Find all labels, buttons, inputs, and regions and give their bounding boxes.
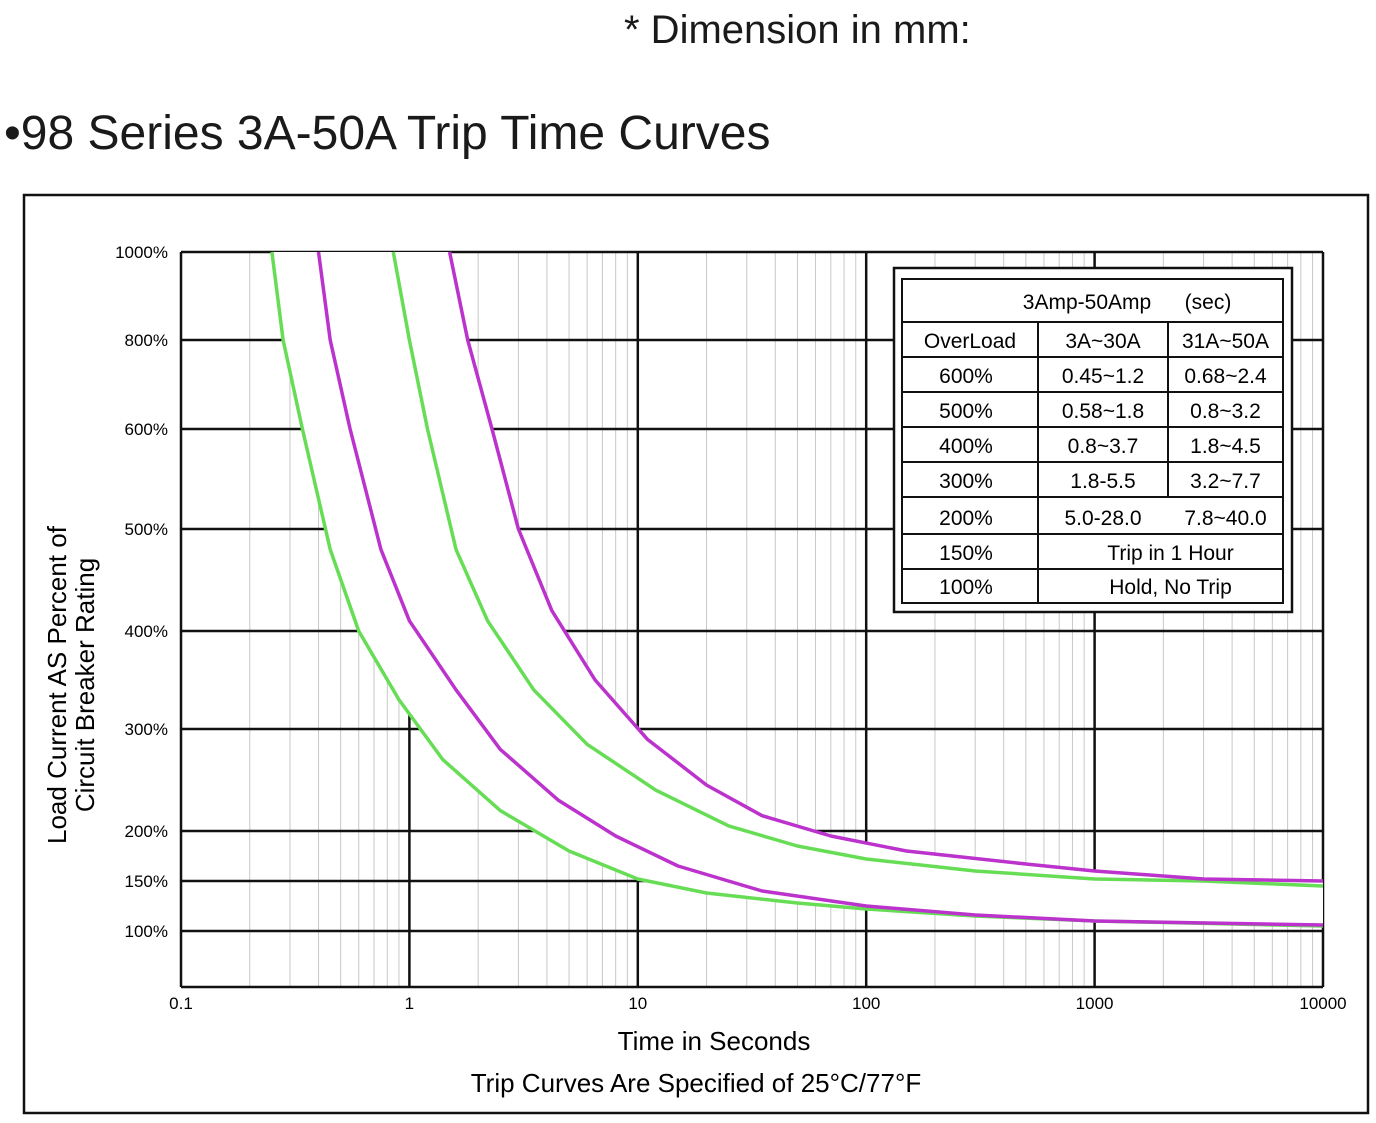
x-tick-label: 10000 (1299, 994, 1346, 1013)
table-border (901, 278, 1284, 604)
curve-4 (447, 251, 1324, 883)
axis-labels: Time in Seconds Trip Curves Are Specifie… (42, 525, 921, 1098)
page-title: •98 Series 3A-50A Trip Time Curves (4, 107, 771, 160)
x-tick-label: 0.1 (169, 994, 193, 1013)
table-cell-load: 600% (939, 365, 993, 388)
table-column-header: 3A~30A (1065, 330, 1140, 353)
curve-2 (316, 251, 1324, 927)
trip-band-fill (271, 252, 1323, 926)
x-tick-label: 1 (405, 994, 414, 1013)
table-cell-3a-30a: 5.0-28.0 (1064, 507, 1141, 530)
y-tick-label: 800% (125, 331, 168, 350)
table-cell-3a-30a: 0.45~1.2 (1062, 365, 1144, 388)
y-tick-label: 400% (125, 622, 168, 641)
table-cell-31a-50a: 0.8~3.2 (1190, 400, 1261, 423)
table-cell-load: 400% (939, 435, 993, 458)
x-tick-label: 1000 (1076, 994, 1114, 1013)
x-axis-sublabel: Trip Curves Are Specified of 25°C/77°F (471, 1068, 921, 1098)
x-tick-label: 10 (628, 994, 647, 1013)
trip-band (271, 252, 1323, 926)
table-cell-31a-50a: 1.8~4.5 (1190, 435, 1261, 458)
y-tick-label: 1000% (115, 243, 168, 262)
x-tick-label: 100 (852, 994, 880, 1013)
x-axis-label: Time in Seconds (618, 1026, 811, 1056)
table-cell-3a-30a: 0.8~3.7 (1068, 435, 1139, 458)
y-tick-label: 150% (125, 872, 168, 891)
tick-labels: 0.1 1 10 100 1000 100001000%800%600%500%400%3… (115, 243, 1347, 1013)
table-cell-load: 500% (939, 400, 993, 423)
table-cell-load: 300% (939, 470, 993, 493)
table-cell-3a-30a: 0.58~1.8 (1062, 400, 1144, 423)
y-tick-label: 600% (125, 420, 168, 439)
y-tick-label: 300% (125, 720, 168, 739)
table-header-unit: (sec) (1185, 291, 1232, 314)
table-column-header: 31A~50A (1182, 330, 1269, 353)
curve-3 (391, 251, 1324, 888)
table-cell-31a-50a: 0.68~2.4 (1184, 365, 1267, 388)
y-tick-label: 100% (125, 922, 168, 941)
table-cell-load: 100% (939, 576, 993, 599)
table-cell-3a-30a: 1.8-5.5 (1070, 470, 1135, 493)
trip-curves (270, 251, 1324, 928)
table-cell-merged: Hold, No Trip (1109, 576, 1232, 599)
y-tick-label: 200% (125, 822, 168, 841)
table-column-header: OverLoad (924, 330, 1016, 353)
y-axis-label-line-2: Circuit Breaker Rating (70, 558, 100, 812)
table-cell-31a-50a: 3.2~7.7 (1190, 470, 1261, 493)
table-cell-load: 150% (939, 542, 993, 565)
trip-time-table: 3Amp-50Amp (sec) OverLoad 3A~30A 31A~50A 600%… (892, 266, 1294, 614)
table-header-range: 3Amp-50Amp (1023, 291, 1151, 314)
dimension-note: * Dimension in mm: (624, 8, 971, 52)
y-axis-label-line-1: Load Current AS Percent of (42, 525, 72, 844)
table-cell-merged: Trip in 1 Hour (1107, 542, 1233, 565)
curve-1 (270, 251, 1324, 928)
table-cell-load: 200% (939, 507, 993, 530)
y-tick-label: 500% (125, 520, 168, 539)
table-cell-31a-50a: 7.8~40.0 (1184, 507, 1266, 530)
